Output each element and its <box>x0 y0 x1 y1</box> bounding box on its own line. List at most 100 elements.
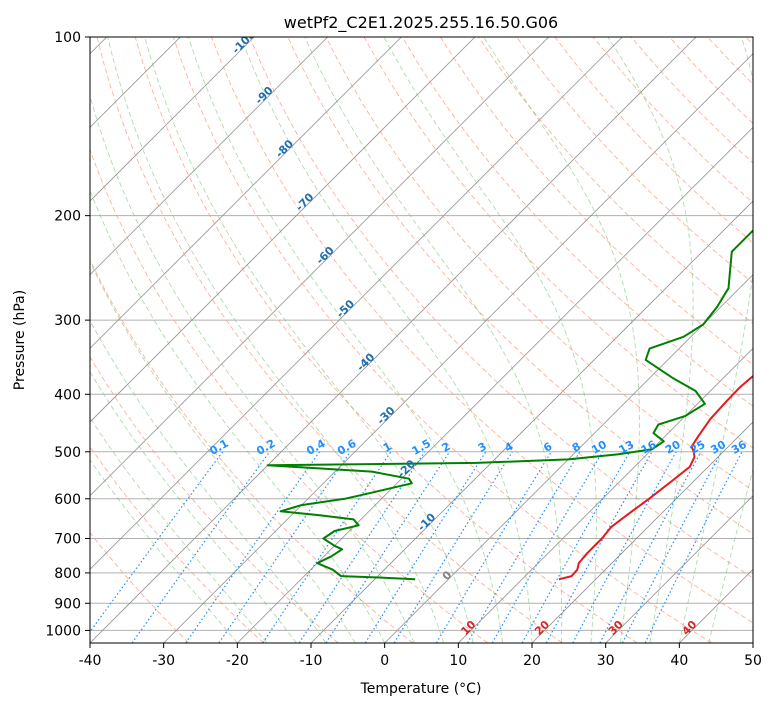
background-lines <box>90 37 753 643</box>
plot-frame <box>89 36 754 644</box>
x-tick-label: -30 <box>152 653 175 669</box>
dry-adiabat-line <box>211 37 753 624</box>
moist-adiabat-line <box>144 37 474 643</box>
mixing-ratio-label: 8 <box>570 440 583 455</box>
dry-adiabat-line <box>249 37 753 579</box>
dry-adiabat-line <box>592 37 753 204</box>
y-tick-label: 100 <box>54 30 81 46</box>
mixing-ratio-line <box>90 451 224 633</box>
mixing-ratio-line <box>572 451 677 643</box>
mixing-ratio-label: 2 <box>440 440 453 455</box>
y-axis-label: Pressure (hPa) <box>12 290 28 390</box>
y-tick-label: 300 <box>54 313 81 329</box>
isotherm-label: 20 <box>532 618 552 638</box>
mixing-ratio-line <box>545 451 653 643</box>
isotherm-line <box>237 126 753 643</box>
isotherm-line <box>310 200 753 643</box>
moist-adiabat-line <box>483 37 640 643</box>
mixing-ratio-line <box>298 451 426 643</box>
mixing-ratio-label: 4 <box>502 440 515 455</box>
mixing-ratio-line <box>466 451 581 643</box>
dry-adiabat-line <box>90 148 488 643</box>
moist-adiabat-line <box>607 37 694 643</box>
mixing-ratio-line <box>644 451 743 643</box>
moist-adiabat-line <box>678 37 753 643</box>
y-tick-label: 600 <box>54 492 81 508</box>
x-axis-label: Temperature (°C) <box>360 681 482 697</box>
moist-adiabat-line <box>304 37 563 643</box>
mixing-ratio-label: 16 <box>639 438 659 457</box>
dry-adiabat-line <box>134 37 638 643</box>
isotherm-label: -90 <box>253 84 276 107</box>
dry-adiabat-line <box>363 37 753 449</box>
isotherm-label: 40 <box>679 618 699 638</box>
isotherm-line <box>163 53 753 643</box>
dry-adiabat-line <box>745 37 753 46</box>
y-tick-label: 400 <box>54 387 81 403</box>
mixing-ratio-line <box>325 451 451 643</box>
profile-lines <box>266 229 753 581</box>
moist-adiabat-line <box>708 467 753 643</box>
mixing-ratio-label: 30 <box>708 438 728 457</box>
y-tick-label: 900 <box>54 596 81 612</box>
dry-adiabat-line <box>90 445 264 643</box>
isotherm-line <box>90 37 402 349</box>
dry-adiabat-line <box>325 37 753 492</box>
mixing-ratio-line <box>521 451 631 643</box>
x-tick-label: -20 <box>226 653 249 669</box>
mixing-ratio-label: 36 <box>729 438 749 457</box>
y-tick-label: 200 <box>54 209 81 225</box>
dry-adiabat-line <box>516 37 753 284</box>
mixing-ratio-line <box>262 451 392 643</box>
isotherm-label: 10 <box>458 618 478 638</box>
mixing-ratio-label: 1 <box>381 440 394 455</box>
mixing-ratio-label: 0.1 <box>207 437 230 458</box>
mixing-ratio-labels: 0.1 0.2 0.4 0.6 1 1.5 2 3 4 6 8 10 13 16 20 25 30 36 <box>207 437 749 458</box>
dry-adiabat-line <box>707 37 753 85</box>
isotherm-line <box>384 274 753 643</box>
isotherm-label: 30 <box>606 618 626 638</box>
mixing-ratio-label: 1.5 <box>410 437 433 458</box>
x-tick-label: 20 <box>523 653 541 669</box>
mixing-ratio-label: 0.6 <box>335 437 359 458</box>
y-tick-label: 800 <box>54 566 81 582</box>
dewpoint-profile-line <box>266 229 753 581</box>
mixing-ratio-label: 0.2 <box>254 437 277 458</box>
isotherm-line <box>90 37 476 423</box>
mixing-ratio-line <box>131 451 271 643</box>
isotherm-label: -30 <box>374 404 397 427</box>
dry-adiabat-line <box>96 37 563 643</box>
dry-adiabat-line <box>478 37 753 325</box>
isotherm-line <box>90 37 255 202</box>
dry-adiabat-line <box>669 37 753 125</box>
isotherm-line <box>90 37 623 570</box>
mixing-ratio-label: 3 <box>476 440 489 455</box>
y-tick-label: 500 <box>54 445 81 461</box>
dry-adiabat-line <box>90 258 414 643</box>
mixing-ratio-line <box>185 451 321 643</box>
x-tick-label: 40 <box>670 653 688 669</box>
x-tick-label: -40 <box>79 653 102 669</box>
y-axis: 100 200 300 400 500 600 700 800 900 1000 <box>45 30 90 639</box>
dry-adiabat-line <box>401 37 753 407</box>
isotherm-line <box>458 347 753 643</box>
x-tick-label: 10 <box>449 653 467 669</box>
moist-adiabat-line <box>90 189 386 643</box>
mixing-ratio-label: 20 <box>663 438 683 457</box>
mixing-ratio-line <box>435 451 552 643</box>
x-tick-label: 30 <box>597 653 615 669</box>
x-tick-label: 0 <box>380 653 389 669</box>
mixing-ratio-line <box>599 451 702 643</box>
y-tick-label: 1000 <box>45 623 81 639</box>
moist-adiabat-line <box>240 37 533 643</box>
isotherm-label: -80 <box>273 137 296 160</box>
isotherm-line <box>752 642 753 643</box>
mixing-ratio-label: 25 <box>688 438 708 457</box>
dry-adiabat-line <box>90 355 339 643</box>
moist-adiabat-line <box>188 37 503 643</box>
moist-adiabat-line <box>90 260 356 643</box>
dry-adiabat-line <box>440 37 753 366</box>
isotherm-label: -70 <box>293 190 316 213</box>
